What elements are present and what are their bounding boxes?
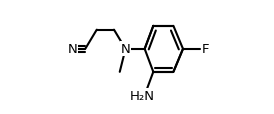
Text: H₂N: H₂N bbox=[129, 89, 154, 102]
Text: N: N bbox=[121, 43, 130, 56]
Text: N: N bbox=[67, 43, 77, 56]
Text: F: F bbox=[202, 43, 209, 56]
